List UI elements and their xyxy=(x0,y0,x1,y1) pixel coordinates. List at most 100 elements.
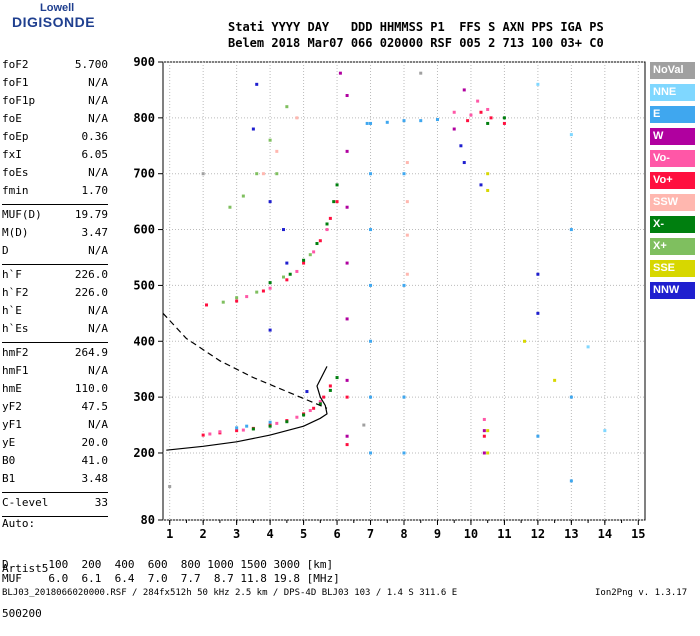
param-name: hmF1 xyxy=(2,364,29,377)
auto-program: Artist5 xyxy=(2,562,49,575)
x-tick-label: 9 xyxy=(434,527,441,541)
param-name: M(D) xyxy=(2,226,29,239)
param-name: fxI xyxy=(2,148,22,161)
y-tick-label: 700 xyxy=(133,167,155,181)
data-point-x xyxy=(241,194,245,198)
data-point-e xyxy=(369,339,373,343)
data-point-vo xyxy=(312,406,316,410)
data-point-nnw xyxy=(282,228,285,232)
x-tick-label: 3 xyxy=(233,527,240,541)
param-value: N/A xyxy=(88,76,108,89)
data-point-e xyxy=(369,395,373,399)
version-label: Ion2Png v. 1.3.17 xyxy=(595,588,688,598)
data-point-w xyxy=(462,88,466,92)
param-row: C-level 33 xyxy=(2,496,108,510)
header-values: Belem 2018 Mar07 066 020000 RSF 005 2 71… xyxy=(228,36,604,50)
x-tick-label: 10 xyxy=(464,527,478,541)
data-point-ssw xyxy=(405,161,409,165)
param-value: 264.9 xyxy=(74,346,108,359)
param-name: hmF2 xyxy=(2,346,29,359)
data-point-x xyxy=(502,116,506,120)
data-point-vo xyxy=(275,421,279,425)
param-name: foF1p xyxy=(2,94,36,107)
legend-item: NNE xyxy=(650,84,695,101)
data-point-vo xyxy=(328,384,332,388)
data-point-vo xyxy=(345,443,349,447)
data-point-e xyxy=(369,228,373,232)
data-point-nnw xyxy=(268,200,272,204)
data-point-vo xyxy=(205,303,209,307)
x-tick-label: 15 xyxy=(631,527,645,541)
profile-curve xyxy=(166,366,328,451)
data-point-vo xyxy=(318,400,322,404)
legend-item: NoVal xyxy=(650,62,695,79)
param-value: 5.700 xyxy=(74,58,108,71)
param-row: foF2 5.700 xyxy=(2,58,108,72)
data-point-vo xyxy=(482,434,486,438)
param-name: h`E xyxy=(2,304,22,317)
param-value: 6.05 xyxy=(81,148,109,161)
y-tick-label: 900 xyxy=(133,55,155,69)
param-row: foEs N/A xyxy=(2,166,108,180)
data-point-x xyxy=(255,172,259,176)
param-row: M(D) 3.47 xyxy=(2,226,108,240)
data-point-ssw xyxy=(275,149,279,153)
data-point-e xyxy=(369,121,373,125)
param-row: yF2 47.5 xyxy=(2,400,108,414)
d-row: D 100 200 400 600 800 1000 1500 3000 [km… xyxy=(2,558,334,571)
data-point-vo xyxy=(261,289,265,293)
param-name: MUF(D) xyxy=(2,208,42,221)
y-tick-label: 500 xyxy=(133,278,155,292)
x-tick-label: 12 xyxy=(531,527,545,541)
params-separator xyxy=(2,342,108,343)
data-point-vo xyxy=(235,429,239,433)
data-point-w xyxy=(345,317,349,321)
param-value: N/A xyxy=(88,166,108,179)
data-point-e xyxy=(435,118,439,122)
data-point-nne xyxy=(569,133,573,137)
param-row: hmF1 N/A xyxy=(2,364,108,378)
data-point-vo xyxy=(479,110,483,114)
auto-version: 500200 xyxy=(2,607,42,620)
data-point-w xyxy=(345,378,349,382)
data-point-vo xyxy=(322,395,326,399)
data-point-e xyxy=(402,172,406,176)
y-tick-label: 200 xyxy=(133,446,155,460)
param-name: B1 xyxy=(2,472,16,485)
data-point-x xyxy=(275,172,279,176)
data-point-vo xyxy=(469,113,473,117)
data-point-vo xyxy=(318,239,322,243)
data-point-nnw xyxy=(255,82,259,86)
data-point-noval xyxy=(168,484,172,488)
data-point-e xyxy=(402,119,406,123)
data-point-x xyxy=(268,281,272,285)
data-point-vo xyxy=(295,269,299,273)
data-point-x xyxy=(332,200,336,204)
legend-item: Vo+ xyxy=(650,172,695,189)
param-name: h`F xyxy=(2,268,22,281)
data-point-x xyxy=(235,296,239,300)
data-point-nne xyxy=(603,429,607,433)
x-tick-label: 14 xyxy=(598,527,612,541)
x-tick-label: 2 xyxy=(200,527,207,541)
legend-item: NNW xyxy=(650,282,695,299)
y-tick-label: 400 xyxy=(133,334,155,348)
y-tick-label: 600 xyxy=(133,223,155,237)
data-point-e xyxy=(402,395,406,399)
param-row: h`F 226.0 xyxy=(2,268,108,282)
param-row: yE 20.0 xyxy=(2,436,108,450)
param-name: foEp xyxy=(2,130,29,143)
param-value: N/A xyxy=(88,418,108,431)
data-point-nnw xyxy=(268,328,272,332)
data-point-x xyxy=(328,388,332,392)
param-value: 226.0 xyxy=(74,286,108,299)
data-point-ssw xyxy=(405,200,409,204)
data-point-w xyxy=(482,429,486,433)
param-value: 226.0 xyxy=(74,268,108,281)
data-point-e xyxy=(369,451,373,455)
data-point-x xyxy=(285,420,289,424)
data-point-vo xyxy=(245,295,249,299)
data-point-vo xyxy=(325,228,329,232)
data-point-vo xyxy=(476,99,480,103)
data-point-e xyxy=(369,283,373,287)
